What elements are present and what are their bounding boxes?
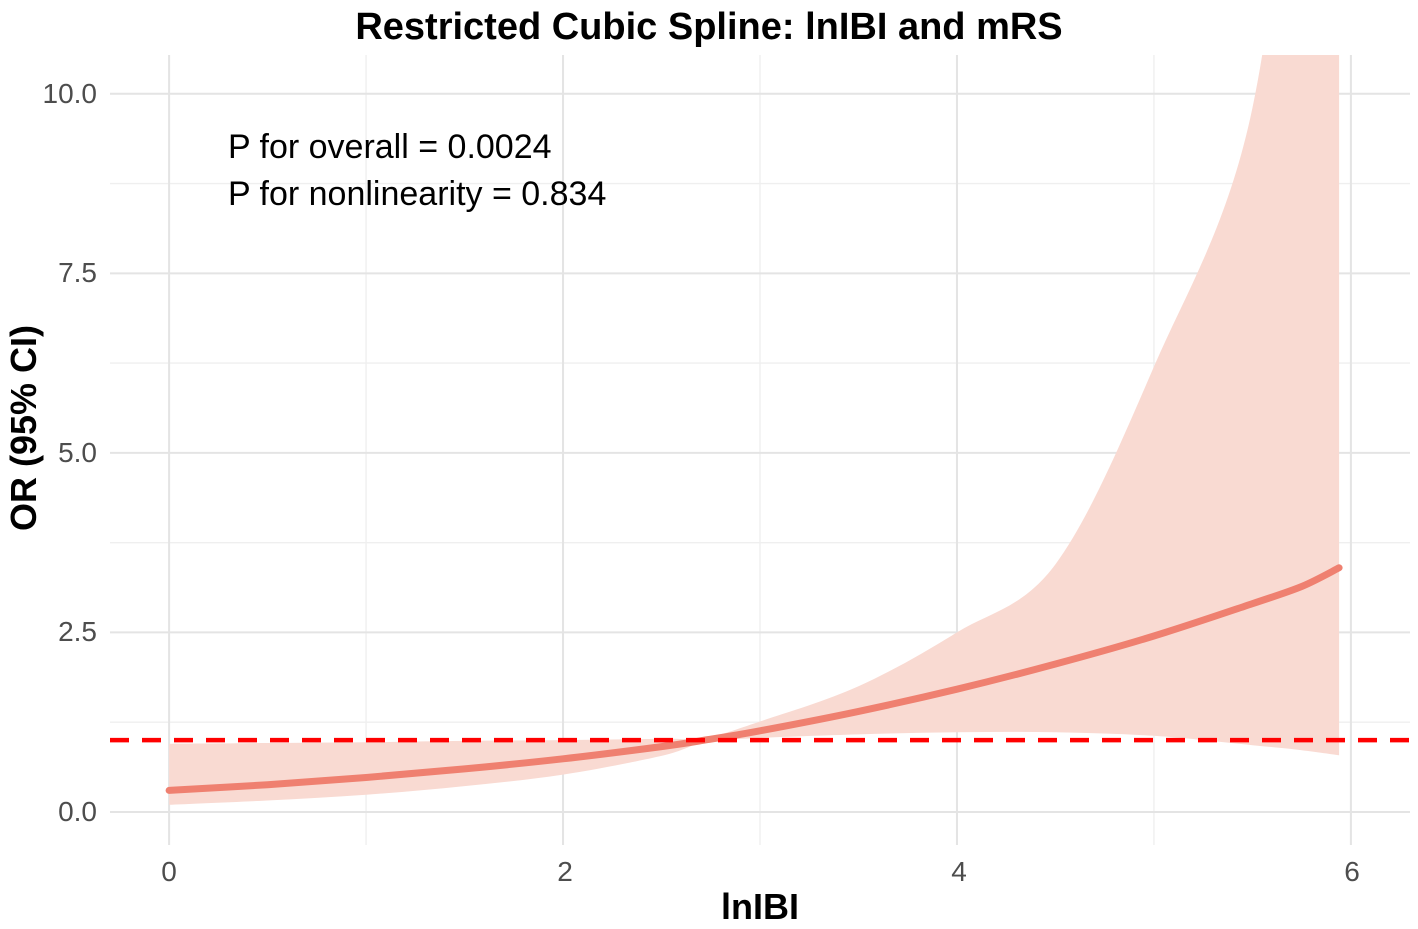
y-tick-label: 2.5 xyxy=(58,616,97,647)
x-tick-label: 0 xyxy=(161,856,177,887)
or-curve xyxy=(165,564,1343,794)
y-tick-label: 5.0 xyxy=(58,437,97,468)
x-tick-label: 4 xyxy=(951,856,967,887)
grid-minor xyxy=(110,55,1410,845)
y-tick-label: 0.0 xyxy=(58,796,97,827)
y-tick-label: 10.0 xyxy=(42,78,98,109)
chart-title: Restricted Cubic Spline: lnIBI and mRS xyxy=(355,6,1063,48)
y-tick-label: 7.5 xyxy=(58,257,97,288)
x-axis-title: lnIBI xyxy=(721,886,799,927)
y-axis-title: OR (95% CI) xyxy=(3,324,44,532)
p-overall-annotation: P for overall = 0.0024 xyxy=(228,128,552,166)
ci-ribbon xyxy=(169,55,1340,805)
p-nonlinearity-annotation: P for nonlinearity = 0.834 xyxy=(228,175,607,213)
x-tick-label: 2 xyxy=(557,856,573,887)
x-tick-label: 6 xyxy=(1344,856,1360,887)
